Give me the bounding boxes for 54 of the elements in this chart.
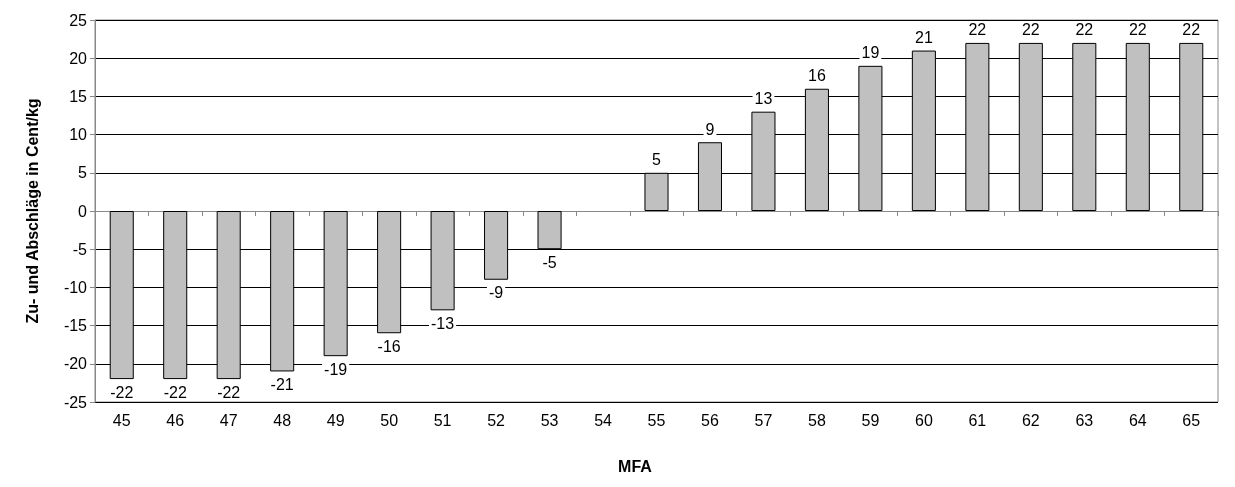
y-axis-title: Zu- und Abschläge in Cent/kg	[23, 98, 41, 324]
data-label: -22	[163, 383, 187, 401]
y-tick-label: 0	[78, 202, 88, 220]
x-tick-label: 49	[326, 411, 345, 429]
y-tick-label: 10	[69, 126, 88, 144]
x-tick-label: 63	[1075, 411, 1094, 429]
x-tick-label: 61	[968, 411, 987, 429]
data-label: 9	[705, 120, 715, 138]
y-tick-label: -20	[63, 355, 88, 373]
data-label: -21	[270, 375, 294, 393]
data-label: 22	[1128, 21, 1147, 39]
data-label: -16	[377, 337, 401, 355]
data-label: 5	[652, 151, 662, 169]
data-label: -9	[488, 284, 504, 302]
y-tick-label: 20	[69, 49, 88, 67]
data-label: 22	[1021, 21, 1040, 39]
x-tick-label: 52	[487, 411, 506, 429]
x-tick-label: 54	[594, 411, 613, 429]
data-label: -19	[324, 360, 348, 378]
x-tick-label: 48	[273, 411, 292, 429]
x-tick-label: 57	[754, 411, 773, 429]
x-tick-label: 56	[701, 411, 719, 429]
data-label: 22	[1182, 21, 1201, 39]
x-axis-title: MFA	[618, 457, 653, 475]
data-label: -22	[110, 383, 134, 401]
x-tick-label: 65	[1182, 411, 1201, 429]
x-tick-label: 50	[380, 411, 399, 429]
x-tick-label: 64	[1128, 411, 1147, 429]
data-label: 22	[1075, 21, 1094, 39]
data-label: 21	[914, 29, 933, 47]
y-tick-label: -15	[63, 317, 88, 335]
x-tick-label: 62	[1021, 411, 1040, 429]
data-label: 16	[808, 67, 826, 85]
x-tick-label: 59	[861, 411, 880, 429]
x-tick-label: 53	[540, 411, 559, 429]
data-label: -13	[431, 314, 455, 332]
y-tick-label: -25	[63, 393, 88, 411]
data-label: -5	[542, 253, 557, 271]
y-tick-label: 25	[69, 11, 88, 29]
data-label: 22	[968, 21, 987, 39]
x-tick-label: 46	[166, 411, 185, 429]
data-label: 19	[861, 44, 880, 62]
data-label: -22	[217, 383, 241, 401]
x-tick-label: 60	[914, 411, 933, 429]
x-tick-label: 58	[808, 411, 826, 429]
data-label: 13	[754, 90, 773, 108]
y-tick-label: 5	[78, 164, 88, 182]
x-tick-label: 51	[433, 411, 452, 429]
x-tick-label: 47	[219, 411, 238, 429]
y-tick-label: 15	[69, 87, 88, 105]
y-tick-label: -5	[72, 240, 88, 258]
y-tick-label: -10	[63, 278, 88, 296]
x-tick-label: 55	[647, 411, 666, 429]
x-tick-label: 45	[112, 411, 131, 429]
